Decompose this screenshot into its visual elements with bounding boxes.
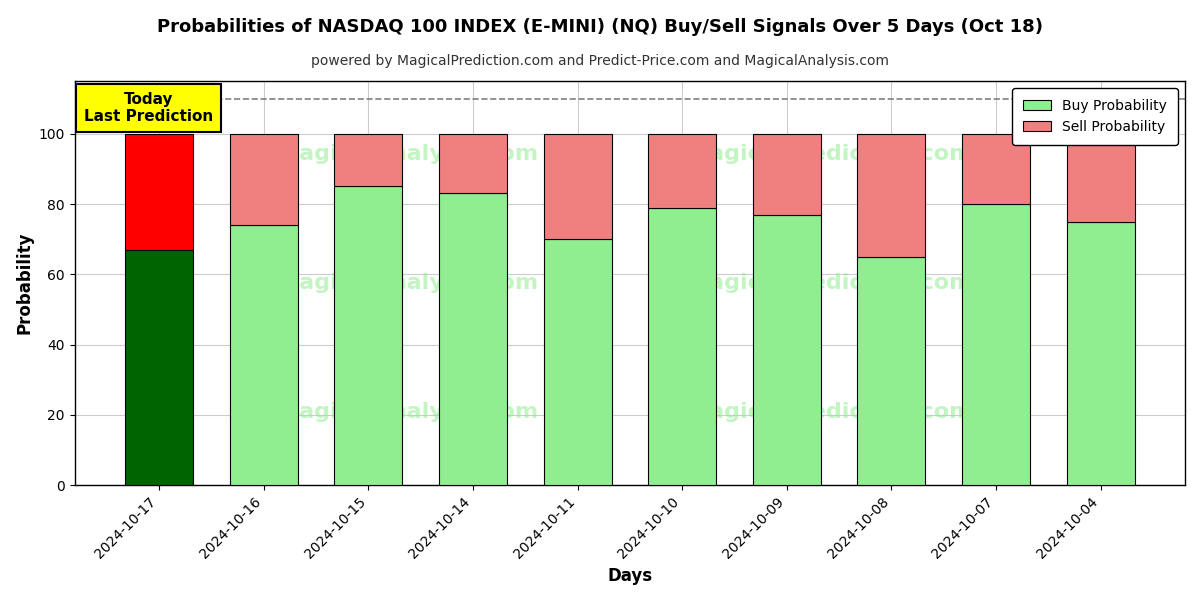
Text: MagicalAnalysis.com: MagicalAnalysis.com	[277, 403, 539, 422]
Bar	[1067, 221, 1134, 485]
Bar	[125, 250, 193, 485]
Bar	[335, 187, 402, 485]
Bar	[648, 134, 716, 208]
Bar	[335, 134, 402, 187]
Bar	[1067, 134, 1134, 221]
Bar	[544, 134, 612, 239]
Bar	[648, 208, 716, 485]
Text: powered by MagicalPrediction.com and Predict-Price.com and MagicalAnalysis.com: powered by MagicalPrediction.com and Pre…	[311, 54, 889, 68]
Bar	[229, 134, 298, 225]
Bar	[544, 239, 612, 485]
Text: MagicalAnalysis.com: MagicalAnalysis.com	[277, 273, 539, 293]
Legend: Buy Probability, Sell Probability: Buy Probability, Sell Probability	[1012, 88, 1178, 145]
Bar	[125, 134, 193, 250]
Bar	[962, 204, 1030, 485]
Bar	[962, 134, 1030, 204]
Bar	[857, 134, 925, 257]
Bar	[752, 215, 821, 485]
Bar	[439, 134, 506, 193]
Bar	[439, 193, 506, 485]
Text: MagicalPrediction.com: MagicalPrediction.com	[688, 144, 972, 164]
Bar	[229, 225, 298, 485]
Bar	[857, 257, 925, 485]
Text: Today
Last Prediction: Today Last Prediction	[84, 92, 214, 124]
Text: Probabilities of NASDAQ 100 INDEX (E-MINI) (NQ) Buy/Sell Signals Over 5 Days (Oc: Probabilities of NASDAQ 100 INDEX (E-MIN…	[157, 18, 1043, 36]
Bar	[752, 134, 821, 215]
X-axis label: Days: Days	[607, 567, 653, 585]
Text: MagicalPrediction.com: MagicalPrediction.com	[688, 273, 972, 293]
Text: MagicalAnalysis.com: MagicalAnalysis.com	[277, 144, 539, 164]
Text: MagicalPrediction.com: MagicalPrediction.com	[688, 403, 972, 422]
Y-axis label: Probability: Probability	[16, 232, 34, 334]
